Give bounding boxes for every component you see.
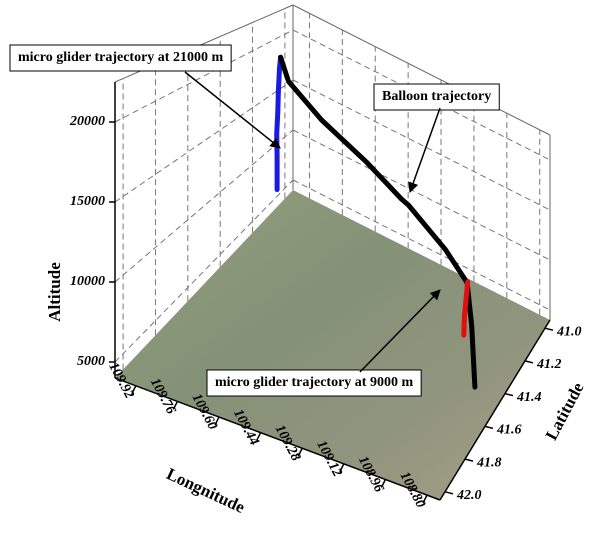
y-tick-label: 42.0 xyxy=(456,488,482,503)
y-tick-label: 41.2 xyxy=(536,357,562,372)
annotation-text: Balloon trajectory xyxy=(382,89,491,104)
z-axis-label: Altitude xyxy=(45,262,64,322)
y-tick-label: 41.0 xyxy=(556,324,582,339)
z-tick-label: 15000 xyxy=(70,194,105,209)
z-tick-label: 10000 xyxy=(70,274,105,289)
page: {"chart_data": { "type": "line3d", "xlab… xyxy=(0,0,596,542)
z-tick-label: 5000 xyxy=(77,354,105,369)
annotation-text: micro glider trajectory at 21000 m xyxy=(18,50,223,65)
z-tick-label: 20000 xyxy=(69,114,105,129)
chart: 5000100001500020000109.92109.76109.60109… xyxy=(0,0,596,542)
y-tick-label: 41.6 xyxy=(496,423,522,438)
annotation-text: micro glider trajectory at 9000 m xyxy=(215,375,413,390)
y-tick-label: 41.8 xyxy=(476,455,502,470)
y-tick-label: 41.4 xyxy=(516,390,542,405)
